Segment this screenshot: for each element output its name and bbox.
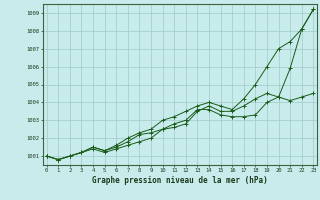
X-axis label: Graphe pression niveau de la mer (hPa): Graphe pression niveau de la mer (hPa) xyxy=(92,176,268,185)
